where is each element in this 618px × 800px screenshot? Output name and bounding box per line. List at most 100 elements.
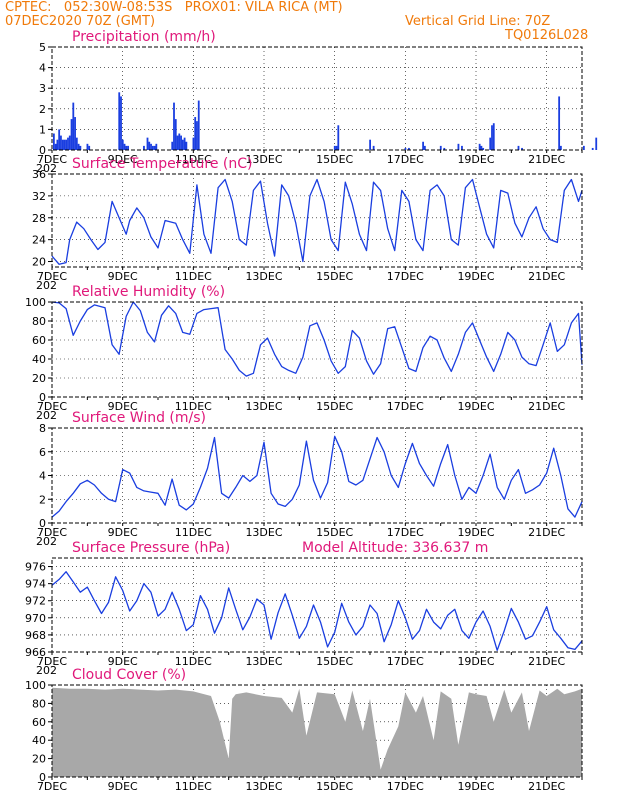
precip-xtick-label: 19DEC: [457, 153, 494, 166]
precip-bar: [178, 133, 181, 150]
wind-xtick-label: 15DEC: [316, 526, 353, 539]
precip-bar: [148, 141, 151, 150]
precip-panel: 0 1 2 3 4 5 7DEC 9DEC 11DEC 13DEC 15DEC 17DEC 19DEC 2…: [36, 29, 598, 175]
precip-ytick-label: 2: [39, 103, 46, 116]
precip-bar: [54, 143, 57, 150]
precip-bar: [75, 137, 78, 150]
wind-xtick-label: 9DEC: [108, 526, 138, 539]
rh-xtick-label: 9DEC: [108, 400, 138, 413]
precip-ytick-label: 0: [39, 144, 46, 157]
precip-bar: [333, 145, 336, 150]
precip-bar: [372, 145, 375, 150]
pres-xtick-label: 13DEC: [245, 655, 282, 668]
pres-ytick-label: 970: [25, 612, 46, 625]
precip-bar: [120, 96, 122, 150]
wind-xtick-label: 13DEC: [245, 526, 282, 539]
precip-bar: [58, 129, 61, 150]
wind-panel: 0 2 4 6 8 7DEC 9DEC 11DEC 13DEC 15DEC 17DEC 19DEC 21…: [36, 410, 583, 548]
precip-xtick-cut-label: 202: [36, 162, 57, 175]
rh-xtick-label: 21DEC: [528, 400, 565, 413]
wind-xtick-label: 7DEC: [37, 526, 67, 539]
precip-bar: [591, 147, 594, 150]
precip-bar: [67, 137, 69, 150]
precip-bar: [176, 135, 179, 150]
cloud-panel: 0 20 40 60 80 100 7DEC 9DEC 11DEC 13DEC 15DEC 17DEC…: [25, 667, 583, 793]
precip-bar: [86, 143, 89, 150]
cloud-xtick-label: 13DEC: [245, 780, 282, 793]
precip-bar: [423, 145, 426, 150]
rh-ytick-label: 40: [32, 353, 46, 366]
wind-ytick-label: 8: [39, 422, 46, 435]
wind-xtick-label: 21DEC: [528, 526, 565, 539]
precip-bar: [79, 145, 82, 150]
rh-ytick-label: 60: [32, 334, 46, 347]
temp-frame: [51, 173, 583, 268]
temp-ytick-label: 32: [32, 190, 46, 203]
precip-bar: [123, 143, 126, 150]
precip-bar: [457, 143, 460, 150]
wind-xtick-label: 19DEC: [457, 526, 494, 539]
precip-ytick-label: 4: [39, 62, 46, 75]
precip-bar: [52, 133, 55, 150]
temp-xtick-label: 13DEC: [245, 270, 282, 283]
precip-bar: [74, 117, 76, 150]
rh-frame: [51, 301, 583, 398]
precip-bar: [595, 137, 598, 150]
precip-bar: [155, 143, 158, 150]
precip-bar: [192, 137, 195, 150]
precip-frame: [51, 46, 583, 151]
temp-xtick-label: 19DEC: [457, 270, 494, 283]
pres-frame: [51, 557, 583, 653]
temp-ytick-label: 24: [32, 234, 46, 247]
precip-bar: [404, 147, 407, 150]
rh-ytick-label: 20: [32, 372, 46, 385]
precip-bar: [70, 119, 73, 150]
rh-ytick-label: 100: [25, 296, 46, 309]
cloud-title: Cloud Cover (%): [72, 667, 186, 683]
temp-xtick-label: 17DEC: [387, 270, 424, 283]
wind-title: Surface Wind (m/s): [72, 410, 206, 426]
header-run-id: TQ0126L028: [505, 28, 589, 43]
pres-xtick-label: 11DEC: [175, 655, 212, 668]
cloud-xtick-label: 17DEC: [387, 780, 424, 793]
precip-xtick-label: 15DEC: [316, 153, 353, 166]
wind-ytick-label: 0: [39, 517, 46, 530]
temp-xtick-label: 15DEC: [316, 270, 353, 283]
precip-bar: [174, 119, 177, 150]
pres-xtick-label: 7DEC: [37, 655, 67, 668]
temp-ytick-label: 20: [32, 256, 46, 269]
precip-bar: [478, 143, 481, 150]
temp-xtick-cut-label: 202: [36, 279, 57, 292]
wind-ytick-label: 4: [39, 470, 46, 483]
wind-ytick-label: 6: [39, 446, 46, 459]
precip-bar: [196, 121, 198, 150]
cloud-xtick-label: 15DEC: [316, 780, 353, 793]
rh-ytick-label: 0: [39, 391, 46, 404]
cloud-ytick-label: 0: [39, 771, 46, 784]
precip-bar: [492, 123, 495, 150]
rh-xtick-label: 17DEC: [387, 400, 424, 413]
precip-bar: [61, 139, 64, 150]
precip-xtick-label: 7DEC: [37, 153, 67, 166]
precip-bar: [153, 145, 156, 150]
pres-xtick-label: 17DEC: [387, 655, 424, 668]
temp-series-line: [51, 178, 583, 265]
cloud-xtick-label: 7DEC: [37, 780, 67, 793]
header-init-time: 07DEC2020 70Z (GMT): [5, 14, 156, 29]
precip-bar: [491, 125, 493, 150]
rh-xtick-label: 11DEC: [175, 400, 212, 413]
precip-bar: [422, 141, 424, 150]
pres-panel: 966 968 970 972 974 976 7DEC 9DEC 11DEC 13DEC 15DE…: [25, 540, 583, 677]
precip-bar: [181, 139, 184, 150]
precip-bar: [560, 145, 562, 150]
precip-bar: [185, 141, 188, 150]
rh-xtick-label: 19DEC: [457, 400, 494, 413]
temp-xtick-label: 9DEC: [108, 270, 138, 283]
precip-bar: [125, 145, 128, 150]
temp-xtick-label: 21DEC: [528, 270, 565, 283]
pres-xtick-label: 21DEC: [528, 655, 565, 668]
precip-bar: [72, 102, 75, 150]
precip-bar: [118, 92, 121, 150]
precip-bar: [480, 145, 483, 150]
precip-bar: [88, 145, 91, 150]
